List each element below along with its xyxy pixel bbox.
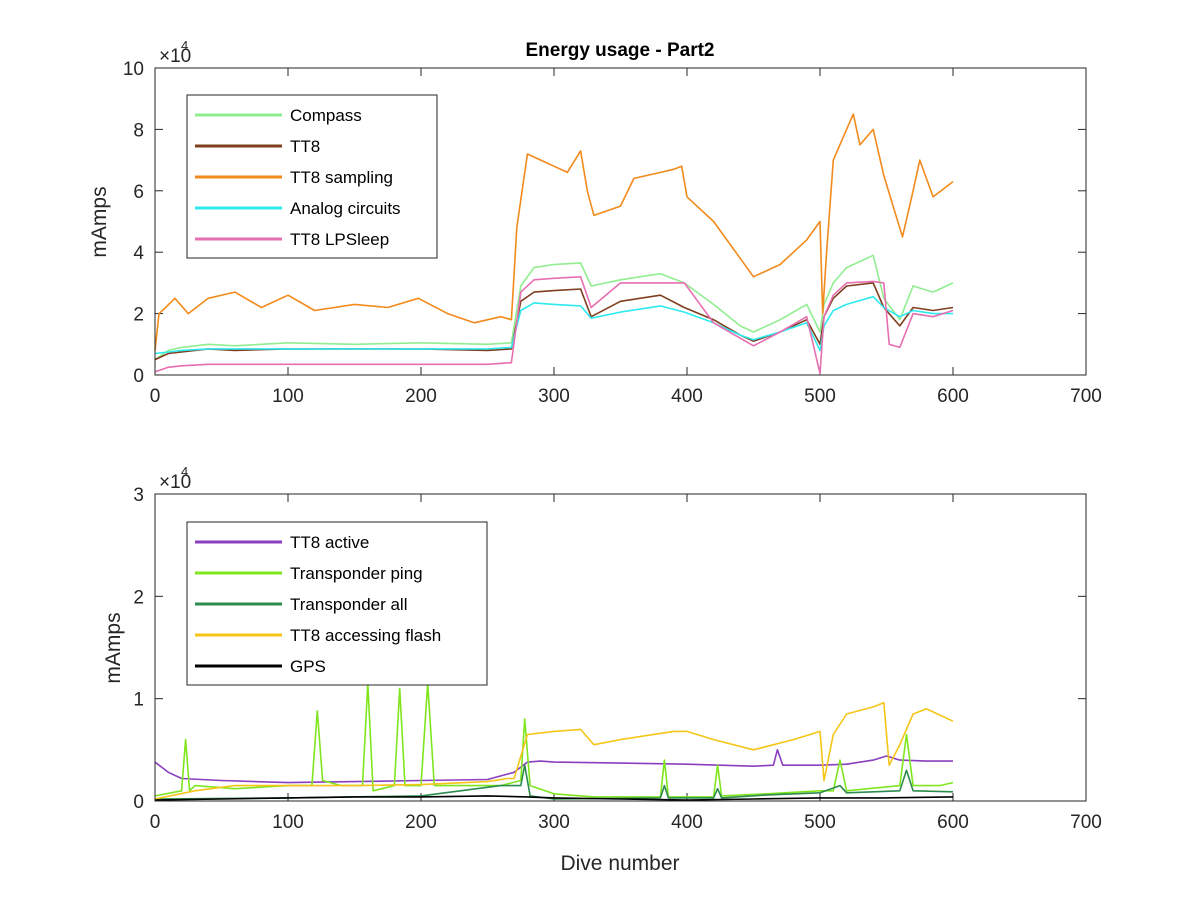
plot-frame-bottom — [154, 493, 1087, 802]
legend-top: Compass TT8 TT8 sampling Analog circuits TT8… — [186, 94, 438, 259]
y-exponent-label-bottom: ×10 4 — [159, 464, 191, 493]
x-tick-label: 400 — [671, 386, 703, 407]
y-tick-label: 1 — [133, 690, 144, 711]
x-tick-label: 100 — [272, 386, 304, 407]
y-tick-label: 2 — [133, 305, 144, 326]
axis-ticks-bottom: 0 100 200 300 400 500 600 700 0 1 2 3 — [133, 485, 1101, 833]
x-tick-label: 0 — [150, 386, 161, 407]
x-tick-label: 500 — [804, 812, 836, 833]
axis-ticks-top: 0 100 200 300 400 500 600 700 0 2 4 6 8 10 — [123, 59, 1102, 407]
x-tick-label: 0 — [150, 812, 161, 833]
y-axis-label-top: mAmps — [88, 186, 111, 257]
energy-usage-bottom-plot: ×10 4 mAmps Dive number 0 100 200 300 400 500… — [102, 464, 1102, 875]
series-line-tt8-accessing-flash — [154, 701, 954, 800]
svg-text:×10: ×10 — [159, 46, 191, 67]
legend-label-compass: Compass — [290, 106, 362, 125]
series-line-tt8-sampling — [154, 113, 954, 351]
legend-label-tt8-sampling: TT8 sampling — [290, 168, 393, 187]
x-tick-label: 600 — [937, 386, 969, 407]
series-line-compass — [154, 254, 954, 361]
series-lines-top — [154, 113, 954, 375]
x-tick-label: 200 — [405, 812, 437, 833]
y-tick-label: 8 — [133, 120, 144, 141]
y-tick-label: 0 — [133, 366, 144, 387]
x-tick-label: 200 — [405, 386, 437, 407]
x-tick-label: 400 — [671, 812, 703, 833]
plot-frame-top — [154, 67, 1087, 376]
x-tick-label: 500 — [804, 386, 836, 407]
legend-label-transponder-ping: Transponder ping — [290, 564, 423, 583]
svg-text:4: 4 — [181, 464, 188, 479]
legend-bottom: TT8 active Transponder ping Transponder al… — [186, 521, 488, 686]
x-tick-label: 100 — [272, 812, 304, 833]
y-exponent-label-top: ×10 4 — [159, 38, 191, 67]
series-line-tt8-active — [154, 748, 953, 784]
y-tick-label: 10 — [123, 59, 144, 80]
x-tick-label: 600 — [937, 812, 969, 833]
legend-label-tt8: TT8 — [290, 137, 320, 156]
series-lines-bottom — [154, 682, 954, 801]
legend-label-gps: GPS — [290, 657, 326, 676]
y-tick-label: 2 — [133, 587, 144, 608]
x-tick-label: 700 — [1070, 386, 1102, 407]
x-tick-label: 300 — [538, 812, 570, 833]
y-tick-label: 4 — [133, 243, 144, 264]
chart-title: Energy usage - Part2 — [525, 40, 714, 61]
series-line-tt8-lpsleep — [154, 275, 954, 375]
y-tick-label: 0 — [133, 792, 144, 813]
legend-label-transponder-all: Transponder all — [290, 595, 408, 614]
legend-label-tt8-lpsleep: TT8 LPSleep — [290, 230, 389, 249]
legend-label-tt8-accessing-flash: TT8 accessing flash — [290, 626, 441, 645]
svg-text:×10: ×10 — [159, 472, 191, 493]
series-line-analog-circuits — [154, 295, 953, 355]
legend-label-tt8-active: TT8 active — [290, 533, 369, 552]
energy-usage-top-plot: Energy usage - Part2 ×10 4 mAmps 0 100 200… — [88, 38, 1102, 407]
x-tick-label: 300 — [538, 386, 570, 407]
series-line-gps — [154, 795, 954, 801]
x-tick-label: 700 — [1070, 812, 1102, 833]
x-axis-label: Dive number — [560, 852, 679, 875]
legend-label-analog-circuits: Analog circuits — [290, 199, 401, 218]
svg-text:4: 4 — [181, 38, 188, 53]
y-tick-label: 3 — [133, 485, 144, 506]
y-tick-label: 6 — [133, 182, 144, 203]
y-axis-label-bottom: mAmps — [102, 612, 125, 683]
series-line-transponder-all — [154, 764, 954, 800]
